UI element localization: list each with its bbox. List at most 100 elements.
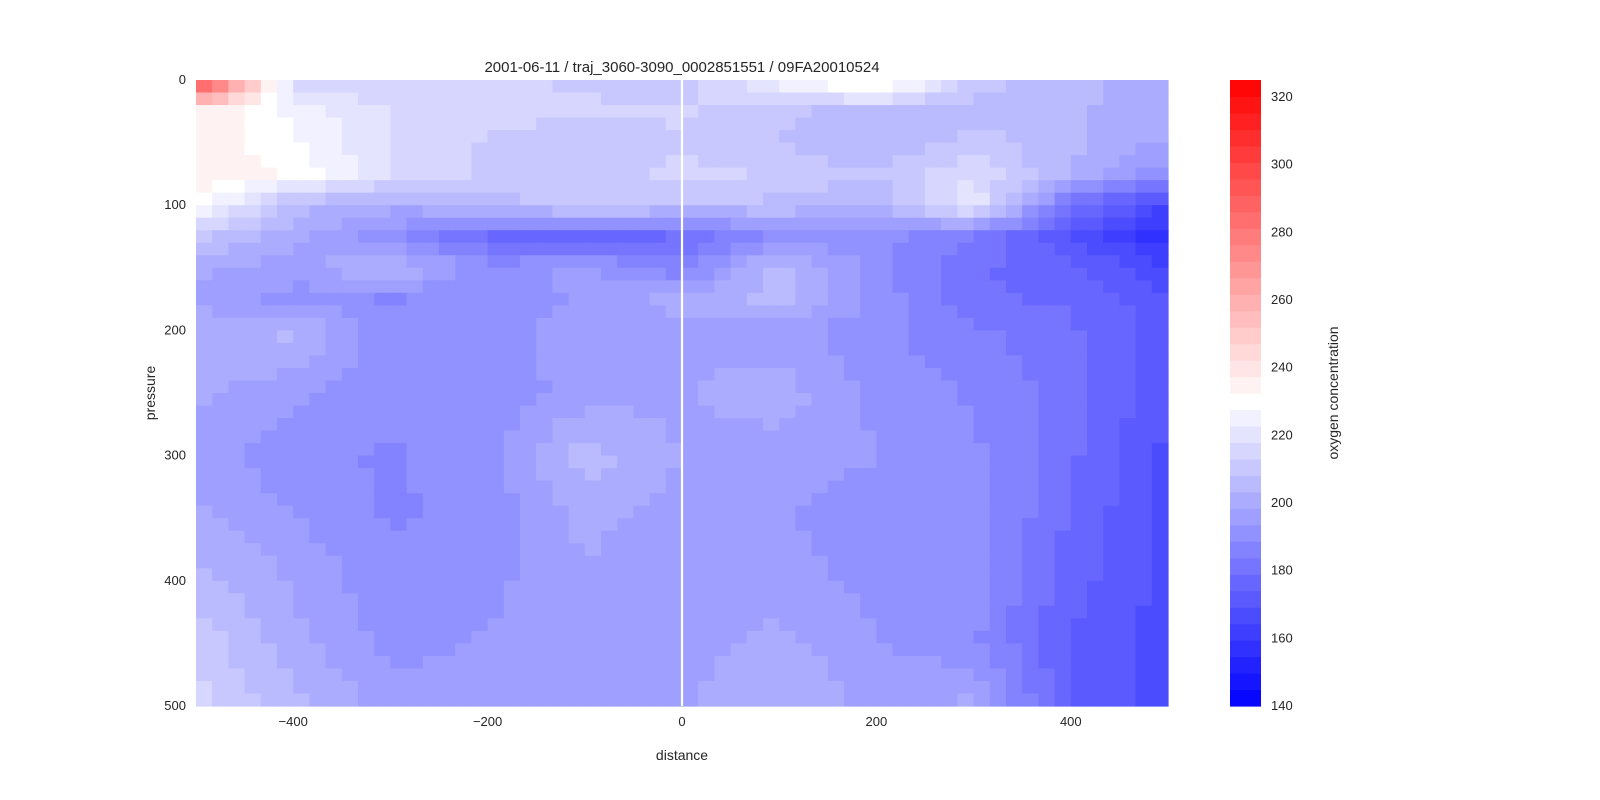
x-axis-label: distance	[656, 747, 708, 763]
heatmap-cell	[844, 505, 861, 519]
heatmap-cell	[941, 468, 958, 482]
heatmap-cell	[244, 205, 262, 219]
heatmap-cell	[665, 80, 683, 94]
heatmap-cell	[746, 267, 764, 281]
heatmap-cell	[487, 355, 505, 369]
heatmap-cell	[973, 580, 991, 594]
heatmap-cell	[406, 380, 424, 394]
heatmap-cell	[989, 605, 1007, 619]
heatmap-cell	[406, 643, 424, 657]
heatmap-cell	[633, 480, 651, 494]
heatmap-cell	[1103, 142, 1120, 156]
heatmap-cell	[228, 655, 246, 670]
heatmap-cell	[487, 605, 505, 619]
heatmap-cell	[811, 468, 829, 482]
heatmap-cell	[277, 80, 294, 94]
heatmap-cell	[746, 280, 764, 294]
heatmap-cell	[1070, 317, 1088, 331]
heatmap-cell	[665, 455, 683, 469]
heatmap-cell	[196, 280, 213, 294]
heatmap-cell	[811, 155, 829, 169]
heatmap-cell	[455, 530, 472, 544]
heatmap-cell	[844, 267, 861, 281]
heatmap-cell	[503, 668, 521, 682]
heatmap-cell	[811, 130, 829, 144]
heatmap-cell	[827, 92, 845, 106]
heatmap-cell	[374, 317, 391, 331]
heatmap-cell	[989, 155, 1007, 169]
heatmap-cell	[827, 693, 845, 707]
colorbar-level	[1230, 294, 1261, 312]
heatmap-cell	[244, 693, 262, 707]
colorbar-tick-label: 200	[1271, 495, 1293, 510]
heatmap-cell	[957, 255, 975, 269]
heatmap-cell	[406, 230, 424, 244]
heatmap-cell	[763, 292, 780, 306]
heatmap-cell	[228, 180, 246, 194]
heatmap-cell	[503, 342, 521, 357]
heatmap-cell	[422, 205, 440, 219]
heatmap-cell	[908, 342, 926, 357]
heatmap-cell	[212, 117, 229, 131]
heatmap-cell	[763, 105, 780, 119]
heatmap-cell	[649, 130, 667, 144]
heatmap-cell	[536, 518, 553, 532]
heatmap-cell	[957, 443, 975, 457]
heatmap-cell	[665, 543, 683, 557]
heatmap-cell	[244, 493, 262, 507]
heatmap-cell	[925, 305, 942, 319]
heatmap-cell	[795, 330, 813, 344]
heatmap-cell	[439, 180, 456, 194]
heatmap-cell	[601, 105, 618, 119]
heatmap-cell	[1119, 493, 1137, 507]
heatmap-cell	[1087, 292, 1104, 306]
heatmap-cell	[860, 618, 877, 632]
heatmap-cell	[228, 593, 246, 607]
heatmap-cell	[876, 393, 894, 407]
heatmap-cell	[1151, 505, 1169, 519]
heatmap-cell	[827, 380, 845, 394]
heatmap-cell	[1054, 330, 1072, 344]
heatmap-cell	[228, 680, 246, 695]
heatmap-cell	[698, 430, 715, 444]
heatmap-cell	[730, 493, 748, 507]
heatmap-cell	[649, 205, 667, 219]
heatmap-cell	[374, 367, 391, 382]
heatmap-cell	[908, 230, 926, 244]
heatmap-cell	[730, 80, 748, 94]
heatmap-cell	[795, 142, 813, 156]
heatmap-cell	[439, 405, 456, 419]
heatmap-cell	[682, 630, 699, 644]
heatmap-cell	[876, 130, 894, 144]
heatmap-cell	[1022, 618, 1039, 632]
heatmap-cell	[698, 593, 715, 607]
heatmap-cell	[795, 355, 813, 369]
heatmap-cell	[763, 317, 780, 331]
heatmap-cell	[487, 155, 505, 169]
heatmap-cell	[1022, 267, 1039, 281]
heatmap-cell	[892, 405, 910, 419]
heatmap-cell	[455, 468, 472, 482]
heatmap-cell	[520, 418, 537, 432]
heatmap-cell	[503, 680, 521, 695]
heatmap-cell	[617, 230, 634, 244]
heatmap-cell	[714, 430, 732, 444]
heatmap-cell	[358, 267, 375, 281]
heatmap-cell	[471, 443, 489, 457]
heatmap-cell	[244, 117, 262, 131]
heatmap-cell	[293, 92, 310, 106]
heatmap-cell	[293, 330, 310, 344]
heatmap-cell	[1022, 255, 1039, 269]
heatmap-cell	[228, 292, 246, 306]
heatmap-cell	[568, 643, 586, 657]
heatmap-cell	[649, 267, 667, 281]
heatmap-cell	[714, 418, 732, 432]
heatmap-cell	[1087, 518, 1104, 532]
heatmap-cell	[406, 155, 424, 169]
heatmap-cell	[860, 305, 877, 319]
heatmap-cell	[1006, 205, 1023, 219]
heatmap-cell	[277, 105, 294, 119]
heatmap-cell	[487, 493, 505, 507]
heatmap-cell	[908, 130, 926, 144]
heatmap-cell	[1151, 267, 1169, 281]
